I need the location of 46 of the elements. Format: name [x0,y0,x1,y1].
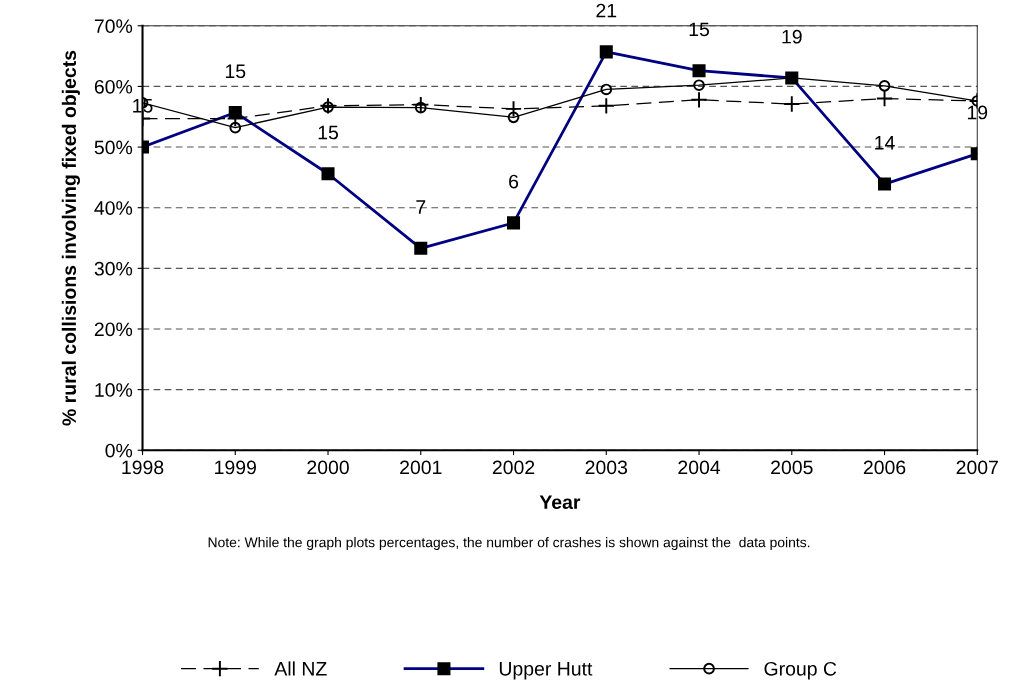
point [504,100,523,118]
point [600,83,613,96]
legend-label: All NZ [274,661,327,676]
x-tick-label: 2000 [307,460,349,475]
annotation: 15 [689,22,710,37]
point [507,111,520,124]
point [693,79,705,92]
y-tick-label: 40% [94,201,133,215]
annotation: 6 [509,174,519,189]
y-tick-label: 30% [94,261,133,276]
y-tick-label: 50% [94,140,133,155]
y-tick-label: 10% [95,383,133,397]
point [875,89,894,108]
x-tick-label: 2002 [492,460,535,475]
x-tick-label: 2003 [585,460,628,475]
annotation: 15 [225,64,246,79]
annotation: 19 [782,29,802,44]
x-tick-label: 2006 [863,460,906,475]
annotation: 21 [596,3,617,18]
text: Note: While the graph plots percentages, the number of crashes is shown against the data points. [208,537,810,551]
point [322,101,334,113]
point [878,79,891,92]
x-axis-title: Year [539,495,581,510]
legend-label: Upper Hutt [499,662,593,680]
legend-label: Group C [764,661,837,680]
point [412,96,430,114]
x-tick-label: 1999 [215,460,256,475]
y-tick-label: 60% [94,79,133,94]
point [229,121,242,134]
y-tick-label: 0% [105,443,133,458]
y-axis-title: % rural collisions involving fixed objects [61,50,80,426]
point [690,91,708,109]
y-tick-label: 70% [94,19,133,34]
x-tick-label: 2005 [771,460,813,475]
y-tick-label: 20% [94,322,133,337]
annotation: 7 [416,200,426,214]
x-tick-label: 1998 [122,460,164,475]
point [414,101,427,114]
point [319,97,337,115]
point [783,95,801,113]
annotation: 14 [875,136,895,150]
point [597,97,615,115]
annotation: 15 [318,125,339,140]
x-tick-label: 2007 [956,460,998,475]
x-tick-label: 2001 [400,460,442,475]
x-tick-label: 2004 [678,460,721,475]
